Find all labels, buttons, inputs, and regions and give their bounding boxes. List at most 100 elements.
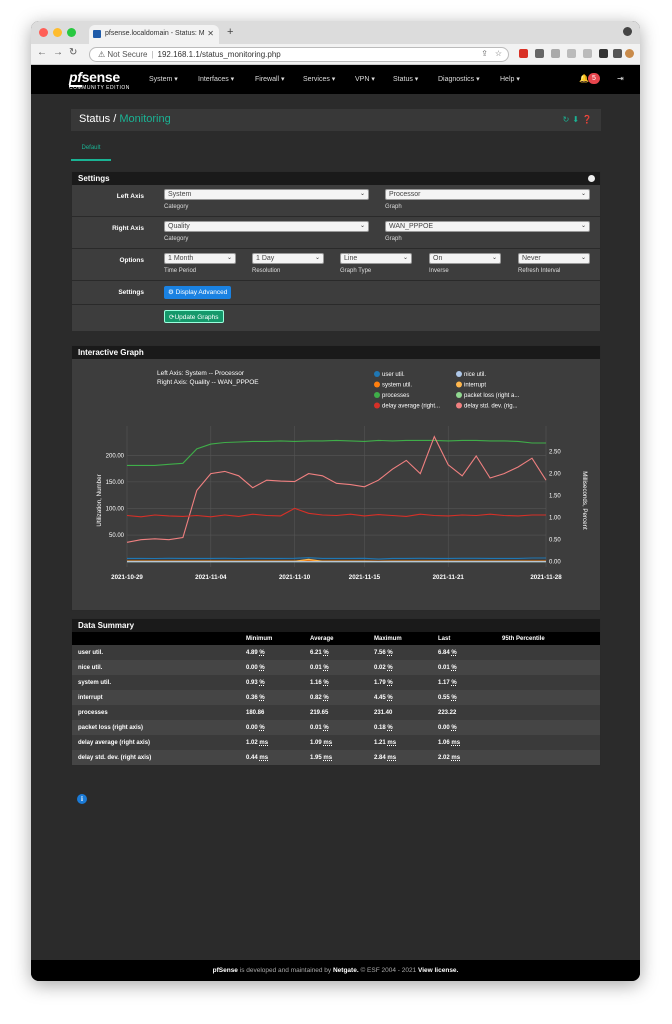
legend-label: delay average (right... — [382, 404, 440, 410]
table-cell: 4.45 % — [368, 690, 432, 705]
table-cell: 0.00 % — [240, 660, 304, 675]
extension-icon[interactable] — [551, 49, 560, 58]
table-row: nice util. 0.00 % 0.01 % 0.02 % 0.01 % — [72, 660, 600, 675]
graph-type-select[interactable]: Line ⌄ — [340, 253, 412, 264]
close-window-button[interactable] — [39, 28, 48, 37]
table-row: packet loss (right axis) 0.00 % 0.01 % 0.18… — [72, 720, 600, 735]
notification-bell-icon[interactable]: 🔔 — [579, 74, 589, 83]
table-cell: 1.79 % — [368, 675, 432, 690]
browser-window: pfsense.localdomain - Status: M ✕ + ← → … — [31, 21, 640, 981]
table-cell: 1.06 ms — [432, 735, 496, 750]
tab-default[interactable]: Default — [71, 139, 111, 161]
extension-icon[interactable] — [535, 49, 544, 58]
page-title-bar: Status / Monitoring ↻⬇❓ — [71, 109, 601, 131]
footer-copyright: © ESF 2004 - 2021 — [358, 967, 418, 974]
summary-header-cell: Maximum — [368, 632, 432, 645]
table-cell — [496, 690, 600, 705]
table-cell: 6.21 % — [304, 645, 368, 660]
y-right-tick: 0.50 — [549, 538, 561, 544]
advanced-row: Settings ⚙ Display Advanced — [72, 281, 600, 305]
footer-text: is developed and maintained by — [237, 967, 333, 974]
footer-brand: pfSense — [212, 967, 238, 974]
update-graphs-button[interactable]: ⟳Update Graphs — [164, 310, 224, 323]
url-field[interactable]: ⚠ Not Secure | 192.168.1.1/status_monitori… — [89, 47, 509, 62]
menu-services[interactable]: Services ▾ — [303, 76, 336, 83]
extension-icon[interactable] — [567, 49, 576, 58]
x-tick: 2021-11-15 — [349, 574, 381, 581]
resolution-caption: Resolution — [252, 268, 281, 274]
menu-system[interactable]: System ▾ — [149, 76, 178, 83]
row-label: packet loss (right axis) — [72, 720, 240, 735]
time-period-select[interactable]: 1 Month ⌄ — [164, 253, 236, 264]
inverse-select[interactable]: On ⌄ — [429, 253, 501, 264]
table-cell: 0.01 % — [304, 660, 368, 675]
help-icon[interactable]: ❓ — [582, 115, 595, 124]
avatar[interactable] — [625, 49, 634, 58]
minimize-window-button[interactable] — [53, 28, 62, 37]
right-category-select[interactable]: Quality ⌄ — [164, 221, 369, 232]
graph-caption-right: Right Axis: Quality -- WAN_PPPOE — [157, 379, 259, 386]
logo-subtitle: COMMUNITY EDITION — [69, 85, 130, 91]
table-cell — [496, 645, 600, 660]
menu-vpn[interactable]: VPN ▾ — [355, 76, 375, 83]
info-icon[interactable]: i — [77, 794, 87, 804]
back-icon[interactable]: ← — [37, 47, 47, 58]
extension-icon[interactable] — [519, 49, 528, 58]
row-label: interrupt — [72, 690, 240, 705]
legend-swatch — [374, 381, 380, 388]
table-cell: 0.93 % — [240, 675, 304, 690]
new-tab-icon[interactable]: + — [227, 26, 234, 38]
reading-list-icon[interactable] — [613, 49, 622, 58]
display-advanced-button[interactable]: ⚙ Display Advanced — [164, 286, 232, 299]
series-line-processes — [127, 439, 546, 466]
right-axis-label: Right Axis — [112, 225, 144, 232]
browser-tab[interactable]: pfsense.localdomain - Status: M ✕ — [89, 25, 219, 44]
bookmark-star-icon[interactable]: ☆ — [494, 49, 502, 58]
series-line-delay-std-dev-rig- — [126, 435, 547, 543]
notification-count-badge[interactable]: 5 — [588, 73, 600, 84]
breadcrumb-monitoring-link[interactable]: Monitoring — [119, 113, 171, 125]
left-graph-select[interactable]: Processor ⌄ — [385, 189, 590, 200]
table-cell: 1.21 ms — [368, 735, 432, 750]
x-tick: 2021-11-28 — [530, 574, 562, 581]
logout-icon[interactable]: ⇥ — [617, 74, 624, 83]
menu-diagnostics[interactable]: Diagnostics ▾ — [438, 76, 480, 83]
table-cell: 1.95 ms — [304, 750, 368, 765]
puzzle-extensions-icon[interactable] — [599, 49, 608, 58]
graph-area: Left Axis: System -- Processor Right Axis… — [72, 359, 600, 610]
table-cell: 1.02 ms — [240, 735, 304, 750]
settings-row-label: Settings — [118, 289, 144, 296]
right-graph-select[interactable]: WAN_PPPOE ⌄ — [385, 221, 590, 232]
menu-status[interactable]: Status ▾ — [393, 76, 419, 83]
browser-tab-title: pfsense.localdomain - Status: M — [105, 30, 205, 37]
table-cell: 0.18 % — [368, 720, 432, 735]
table-cell: 1.17 % — [432, 675, 496, 690]
download-icon[interactable]: ⬇ — [572, 115, 583, 124]
zoom-window-button[interactable] — [67, 28, 76, 37]
refresh-interval-select[interactable]: Never ⌄ — [518, 253, 590, 264]
legend-swatch — [456, 371, 462, 377]
right-axis-row: Right Axis Quality ⌄ Category WAN_PPPOE ⌄ … — [72, 217, 600, 249]
legend-label: delay std. dev. (rig... — [464, 404, 518, 410]
collapse-panel-icon[interactable] — [588, 175, 595, 182]
profile-menu-icon[interactable] — [623, 27, 632, 36]
menu-firewall[interactable]: Firewall ▾ — [255, 76, 285, 83]
warning-icon: ⚠ — [98, 50, 106, 59]
monitoring-chart[interactable]: Left Axis: System -- Processor Right Axis… — [72, 359, 600, 610]
view-license-link[interactable]: View license. — [418, 967, 459, 974]
menu-interfaces[interactable]: Interfaces ▾ — [198, 76, 235, 83]
pfsense-logo[interactable]: pfsense — [69, 69, 120, 87]
refresh-icon[interactable]: ↻ — [562, 115, 573, 124]
table-cell: 0.01 % — [432, 660, 496, 675]
netgate-link[interactable]: Netgate. — [332, 967, 359, 974]
y-left-tick: 50.00 — [109, 533, 125, 539]
share-icon[interactable]: ⇪ — [481, 49, 488, 58]
reload-icon[interactable]: ↻ — [69, 47, 78, 58]
close-tab-icon[interactable]: ✕ — [207, 29, 214, 38]
resolution-select[interactable]: 1 Day ⌄ — [252, 253, 324, 264]
forward-icon[interactable]: → — [53, 47, 63, 58]
legend-label: nice util. — [464, 372, 486, 378]
menu-help[interactable]: Help ▾ — [500, 76, 520, 83]
extension-icon[interactable] — [583, 49, 592, 58]
left-category-select[interactable]: System ⌄ — [164, 189, 369, 200]
